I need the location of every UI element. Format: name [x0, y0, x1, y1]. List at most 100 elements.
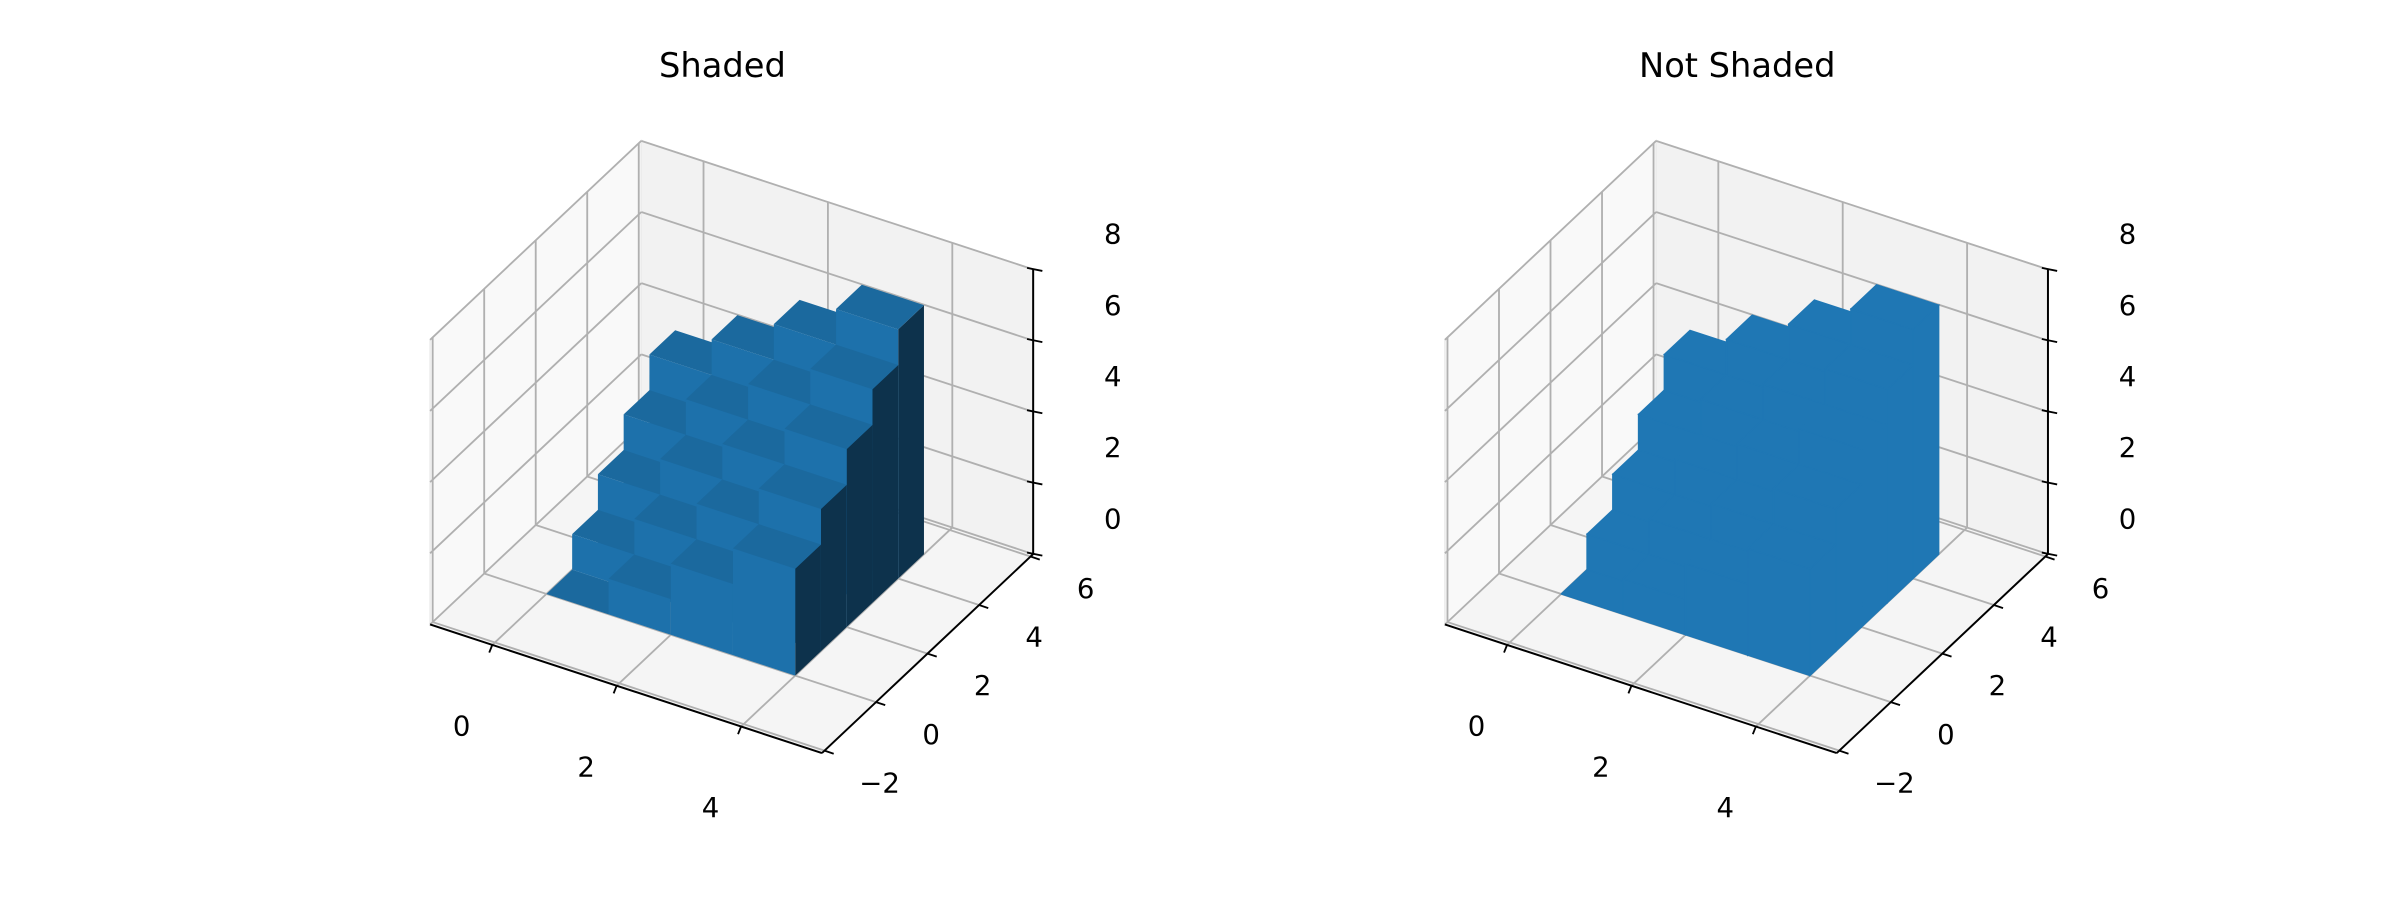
tick-mark: [927, 652, 938, 658]
grid-line: [641, 139, 1034, 271]
y-tick-label: 4: [2040, 622, 2058, 654]
tick-mark: [1026, 409, 1043, 415]
bar: [1746, 523, 1837, 677]
y-tick-label: −2: [859, 767, 900, 799]
axis-line: [1836, 553, 2049, 754]
subplot-title: Not Shaded: [1639, 46, 1835, 85]
tick-mark: [1503, 644, 1508, 653]
grid-line: [1655, 139, 2049, 271]
grid-line: [429, 282, 642, 483]
bar-front: [1747, 547, 1811, 677]
bar-front: [608, 578, 671, 635]
axis-line: [1444, 623, 1838, 755]
tick-mark: [1751, 726, 1757, 735]
bar-top: [810, 344, 899, 390]
z-tick-label: 0: [1104, 503, 1122, 535]
bar: [732, 524, 821, 676]
grid-line: [1444, 424, 1657, 626]
subplot-title: Shaded: [659, 46, 786, 85]
bar-top: [758, 464, 847, 509]
bar-top: [1849, 284, 1940, 331]
bar-top: [784, 404, 873, 450]
subplot: Not Shaded 0 2 4 −2 0 2 4 6 0 2 4 6 8: [1443, 46, 2137, 824]
x-tick-label: 0: [1468, 711, 1486, 743]
tick-mark: [612, 685, 618, 694]
bar-side: [1912, 303, 1940, 580]
grid-line: [641, 211, 1034, 342]
bar-side: [1860, 423, 1888, 629]
z-tick-label: 2: [1104, 432, 1122, 464]
tick-mark: [1026, 551, 1043, 557]
bar-top: [836, 284, 924, 330]
grid-line: [429, 353, 642, 554]
y-tick-label: 2: [974, 670, 992, 702]
z-tick-label: 8: [1104, 219, 1122, 251]
axis-line: [821, 553, 1034, 754]
z-tick-label: 2: [2119, 432, 2137, 464]
z-tick-label: 4: [2119, 361, 2137, 393]
y-tick-label: 6: [1077, 573, 1095, 605]
tick-mark: [978, 604, 989, 609]
y-tick-label: 0: [1937, 719, 1955, 751]
grid-line: [429, 140, 642, 341]
subplot: Shaded 0 2 4 −2 0 2 4 6 0 2 4 6 8: [428, 46, 1122, 824]
tick-mark: [1627, 685, 1633, 694]
y-tick-label: −2: [1874, 767, 1915, 799]
bar-side: [795, 544, 821, 676]
bar-top: [1772, 463, 1863, 510]
tick-mark: [1030, 555, 1041, 561]
grid-line: [1655, 211, 2049, 342]
bar-side: [872, 364, 899, 603]
bar-side: [898, 305, 924, 579]
grid-line: [432, 621, 825, 752]
tick-mark: [2041, 338, 2058, 343]
bar-front: [732, 548, 796, 676]
tick-mark: [737, 726, 742, 735]
bar-side: [846, 424, 873, 628]
tick-mark: [1890, 701, 1901, 707]
z-tick-label: 6: [1104, 290, 1122, 322]
bar-side: [1835, 483, 1863, 653]
grid-line: [429, 211, 642, 412]
tick-mark: [824, 749, 834, 755]
z-tick-label: 6: [2119, 290, 2137, 322]
x-tick-label: 2: [1592, 751, 1610, 783]
bar-front: [670, 563, 733, 656]
x-tick-label: 0: [453, 711, 471, 743]
grid-line: [1444, 140, 1657, 341]
tick-mark: [875, 701, 886, 707]
z-tick-label: 8: [2119, 219, 2137, 251]
tick-mark: [1026, 480, 1043, 486]
x-tick-label: 2: [577, 751, 595, 783]
y-tick-label: 4: [1025, 622, 1043, 654]
tick-mark: [1026, 266, 1043, 272]
tick-mark: [2045, 555, 2055, 561]
tick-mark: [1026, 338, 1043, 343]
grid-line: [1444, 282, 1657, 483]
grid-line: [1444, 211, 1657, 412]
tick-mark: [2041, 409, 2058, 415]
tick-mark: [488, 644, 494, 653]
bar-side: [1886, 363, 1914, 605]
tick-mark: [2041, 480, 2058, 486]
grid-line: [429, 424, 642, 626]
tick-mark: [2041, 266, 2058, 272]
x-tick-label: 4: [1717, 792, 1735, 824]
tick-mark: [1993, 604, 2004, 609]
bar-top: [732, 524, 821, 569]
bar-side: [820, 484, 847, 652]
grid-line: [1447, 621, 1840, 752]
tick-mark: [1942, 652, 1952, 658]
bar-top: [1798, 403, 1889, 450]
z-tick-label: 0: [2119, 503, 2137, 535]
y-tick-label: 6: [2092, 573, 2110, 605]
tick-mark: [1839, 749, 1849, 755]
y-tick-label: 0: [922, 719, 940, 751]
bar-top: [1746, 523, 1837, 570]
x-tick-label: 4: [702, 792, 720, 824]
y-tick-label: 2: [1989, 670, 2007, 702]
z-tick-label: 4: [1104, 361, 1122, 393]
axis-line: [429, 623, 823, 755]
